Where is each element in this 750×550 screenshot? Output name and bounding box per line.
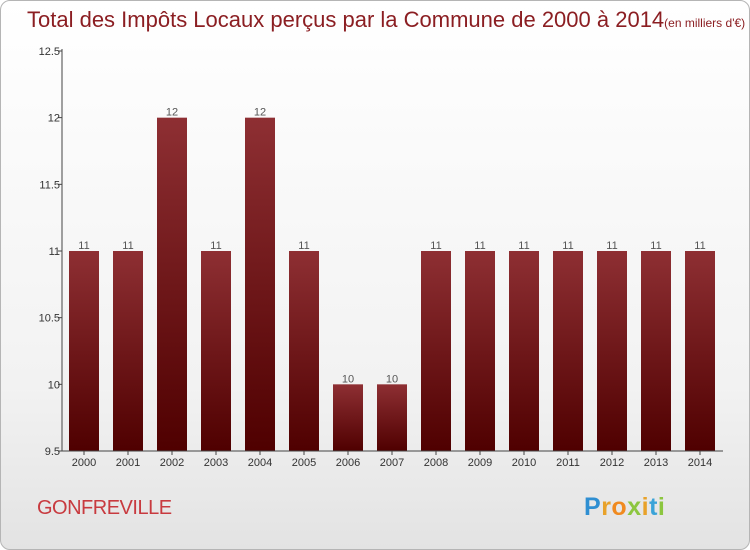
data-label-2010: 11 [518,240,529,252]
data-label-2006: 10 [342,373,354,385]
x-tick-label-2010: 2010 [512,457,536,469]
bar-2005 [289,251,319,451]
proxiti-logo: Proxiti [584,493,665,522]
logo-letter: i [657,493,666,521]
logo-letter: x [627,493,642,521]
bar-2008 [421,251,451,451]
logo-letter: i [641,493,650,521]
x-tick-label-2012: 2012 [600,457,624,469]
x-tick-label-2008: 2008 [424,457,448,469]
data-label-2001: 11 [122,240,133,252]
y-tick-label-10.5: 10.5 [39,313,60,325]
x-tick-label-2013: 2013 [644,457,668,469]
bar-2000 [69,251,99,451]
data-label-2012: 11 [606,240,617,252]
data-label-2004: 12 [254,107,266,119]
bar-2013 [641,251,671,451]
x-tick-label-2002: 2002 [160,457,184,469]
data-label-2008: 11 [430,240,441,252]
x-tick-label-2004: 2004 [248,457,272,469]
x-tick-label-2006: 2006 [336,457,360,469]
data-label-2000: 11 [78,240,89,252]
bar-2012 [597,251,627,451]
logo-letter: P [584,493,602,521]
chart-unit: (en milliers d'€) [664,16,746,30]
bar-2011 [553,251,583,451]
y-tick-label-11.5: 11.5 [39,179,60,191]
logo-letter: r [601,493,612,521]
y-tick-label-10: 10 [48,379,60,391]
x-tick-label-2001: 2001 [116,457,140,469]
x-tick-label-2007: 2007 [380,457,404,469]
bar-2009 [465,251,495,451]
logo-letter: t [649,493,658,521]
x-tick-label-2003: 2003 [204,457,228,469]
chart-title-text: Total des Impôts Locaux perçus par la Co… [27,7,665,32]
data-label-2011: 11 [562,240,573,252]
y-tick-label-12: 12 [48,113,60,125]
bar-2004 [245,117,275,452]
bar-2014 [685,251,715,451]
bar-2002 [157,117,187,452]
data-label-2005: 11 [298,240,309,252]
chart-title: Total des Impôts Locaux perçus par la Co… [27,7,745,33]
x-tick-label-2000: 2000 [72,457,96,469]
bar-2001 [113,251,143,451]
data-label-2007: 10 [386,373,398,385]
bar-2010 [509,251,539,451]
bar-2007 [377,384,407,451]
x-tick-label-2009: 2009 [468,457,492,469]
data-label-2002: 12 [166,107,178,119]
commune-name: GONFREVILLE [37,497,172,519]
bar-2006 [333,384,363,451]
data-label-2014: 11 [694,240,705,252]
y-tick-label-9.5: 9.5 [45,446,60,458]
y-tick-label-11: 11 [49,246,60,258]
data-label-2013: 11 [650,240,661,252]
y-tick-label-12.5: 12.5 [39,46,60,58]
logo-letter: o [611,493,628,521]
x-tick-label-2014: 2014 [688,457,712,469]
x-tick-label-2005: 2005 [292,457,316,469]
bar-2003 [201,251,231,451]
data-label-2003: 11 [210,240,221,252]
data-label-2009: 11 [474,240,485,252]
x-tick-label-2011: 2011 [556,457,580,469]
